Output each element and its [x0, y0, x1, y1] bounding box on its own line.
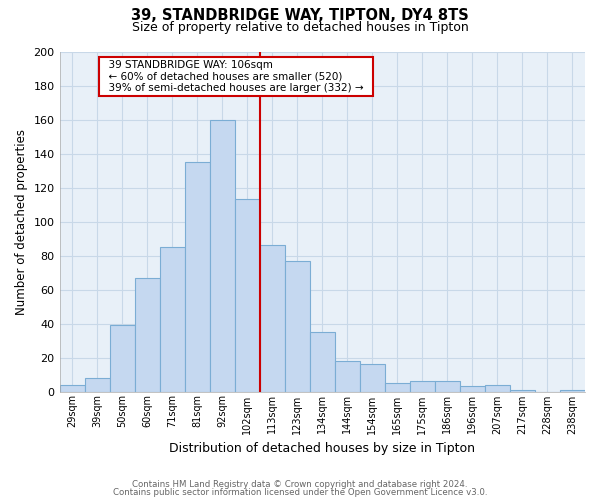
Bar: [85, 378, 110, 392]
Bar: [485, 384, 510, 392]
Bar: [335, 361, 360, 392]
Bar: [285, 260, 310, 392]
Bar: [185, 162, 209, 392]
Bar: [160, 247, 185, 392]
X-axis label: Distribution of detached houses by size in Tipton: Distribution of detached houses by size …: [169, 442, 475, 455]
Y-axis label: Number of detached properties: Number of detached properties: [15, 128, 28, 314]
Bar: [360, 364, 385, 392]
Text: 39, STANDBRIDGE WAY, TIPTON, DY4 8TS: 39, STANDBRIDGE WAY, TIPTON, DY4 8TS: [131, 8, 469, 22]
Bar: [310, 332, 335, 392]
Text: Size of property relative to detached houses in Tipton: Size of property relative to detached ho…: [131, 21, 469, 34]
Bar: [410, 382, 435, 392]
Bar: [110, 325, 134, 392]
Bar: [59, 384, 85, 392]
Bar: [209, 120, 235, 392]
Bar: [385, 383, 410, 392]
Text: 39 STANDBRIDGE WAY: 106sqm
  ← 60% of detached houses are smaller (520)
  39% of: 39 STANDBRIDGE WAY: 106sqm ← 60% of deta…: [102, 60, 370, 93]
Bar: [560, 390, 585, 392]
Text: Contains public sector information licensed under the Open Government Licence v3: Contains public sector information licen…: [113, 488, 487, 497]
Bar: [510, 390, 535, 392]
Bar: [134, 278, 160, 392]
Bar: [235, 200, 260, 392]
Bar: [460, 386, 485, 392]
Bar: [435, 382, 460, 392]
Bar: [260, 246, 285, 392]
Text: Contains HM Land Registry data © Crown copyright and database right 2024.: Contains HM Land Registry data © Crown c…: [132, 480, 468, 489]
